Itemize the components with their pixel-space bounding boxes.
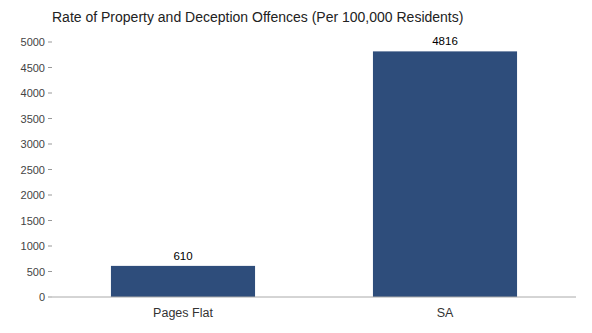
y-tick xyxy=(48,195,52,196)
y-tick-label: 2500 xyxy=(21,164,45,176)
y-tick-label: 4500 xyxy=(21,62,45,74)
y-tick-label: 2000 xyxy=(21,189,45,201)
bar xyxy=(373,51,517,297)
y-tick xyxy=(48,271,52,272)
y-tick xyxy=(48,144,52,145)
y-tick xyxy=(48,246,52,247)
y-axis: 0 500 1000 1500 2000 2500 3000 3500 4000 4500 5000 xyxy=(21,36,52,303)
chart-container: Rate of Property and Deception Offences … xyxy=(0,0,592,333)
y-tick xyxy=(48,67,52,68)
y-tick-label: 4000 xyxy=(21,87,45,99)
x-axis: Pages Flat SA xyxy=(153,306,454,320)
y-tick xyxy=(48,169,52,170)
y-tick xyxy=(48,118,52,119)
x-tick-label: SA xyxy=(437,306,454,320)
y-tick xyxy=(48,93,52,94)
x-axis-line xyxy=(52,297,576,298)
y-tick-label: 1500 xyxy=(21,215,45,227)
bar xyxy=(111,266,255,297)
y-tick xyxy=(48,297,52,298)
y-tick-label: 500 xyxy=(27,266,45,278)
x-tick-label: Pages Flat xyxy=(153,306,213,320)
title: Rate of Property and Deception Offences … xyxy=(52,9,463,25)
data-labels: 610 4816 xyxy=(173,35,457,262)
y-tick xyxy=(48,42,52,43)
y-tick-label: 5000 xyxy=(21,36,45,48)
bars xyxy=(111,51,517,297)
y-tick-label: 1000 xyxy=(21,240,45,252)
y-tick xyxy=(48,220,52,221)
chart-svg: Rate of Property and Deception Offences … xyxy=(0,0,592,333)
data-label: 4816 xyxy=(432,35,458,47)
y-tick-label: 3500 xyxy=(21,113,45,125)
y-tick-label: 0 xyxy=(39,291,45,303)
data-label: 610 xyxy=(173,250,192,262)
y-tick-label: 3000 xyxy=(21,138,45,150)
